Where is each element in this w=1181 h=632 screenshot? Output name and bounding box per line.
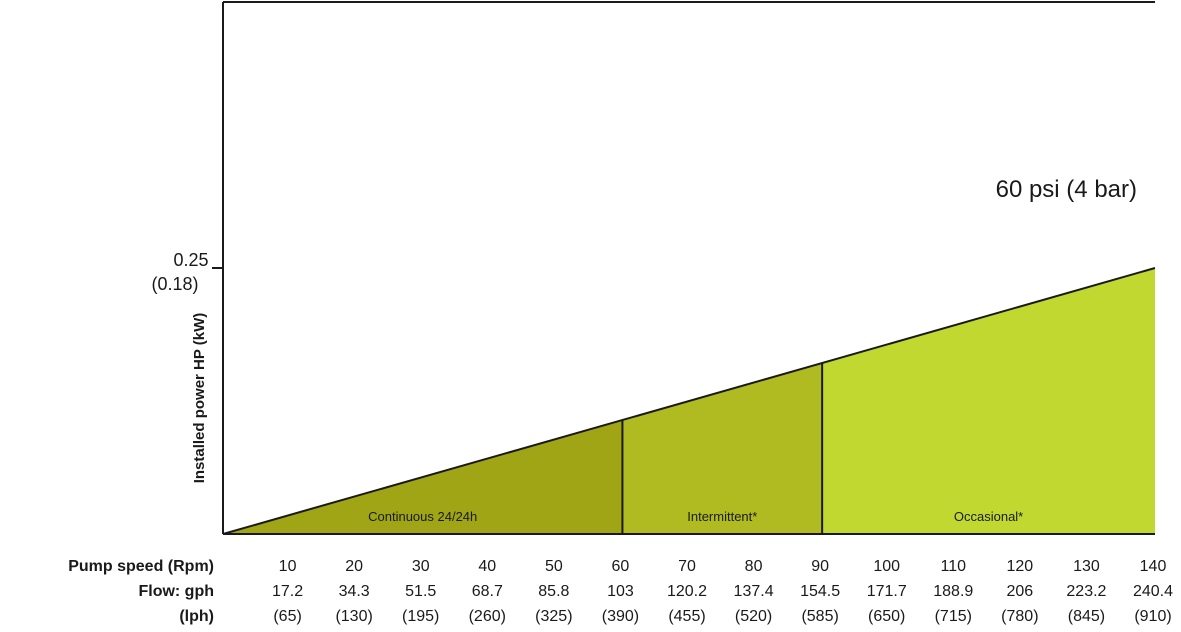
x-tick-label-r1-3: 30 [412, 558, 430, 575]
x-tick-label-r3-13: (845) [1068, 608, 1105, 625]
x-tick-label-r2-11: 188.9 [933, 583, 973, 600]
x-tick-label-r3-3: (195) [402, 608, 439, 625]
x-tick-label-r1-2: 20 [345, 558, 363, 575]
x-tick-label-r2-6: 103 [607, 583, 634, 600]
x-tick-label-r1-4: 40 [478, 558, 496, 575]
x-tick-label-r1-7: 70 [678, 558, 696, 575]
x-tick-label-r3-11: (715) [935, 608, 972, 625]
series-label: 60 psi (4 bar) [996, 176, 1137, 203]
x-tick-label-r2-3: 51.5 [405, 583, 436, 600]
x-row-label-3: (lph) [179, 608, 214, 625]
series-line [222, 267, 1156, 535]
x-tick-label-r2-14: 240.4 [1133, 583, 1173, 600]
y-tick-sublabel-1: (0.18) [151, 274, 198, 294]
x-tick-label-r1-11: 110 [941, 558, 967, 575]
x-row-label-1: Pump speed (Rpm) [68, 558, 214, 575]
x-tick-label-r2-13: 223.2 [1066, 583, 1106, 600]
y-axis: 0.25 (0.18) [151, 250, 223, 294]
x-tick-label-r3-6: (390) [602, 608, 639, 625]
x-row-label-2: Flow: gph [138, 583, 214, 600]
x-tick-label-r1-9: 90 [811, 558, 829, 575]
x-tick-label-r3-12: (780) [1001, 608, 1038, 625]
zone-labels: Continuous 24/24h Intermittent* Occasional… [368, 509, 1023, 524]
x-tick-label-r1-13: 130 [1073, 558, 1100, 575]
x-axis-row-labels: Pump speed (Rpm) Flow: gph (lph) [68, 558, 214, 625]
x-tick-label-r1-12: 120 [1007, 558, 1034, 575]
x-tick-label-r2-10: 171.7 [867, 583, 907, 600]
x-tick-label-r3-1: (65) [273, 608, 301, 625]
x-tick-label-r2-4: 68.7 [472, 583, 503, 600]
x-tick-label-r3-5: (325) [535, 608, 572, 625]
x-tick-label-r1-14: 140 [1140, 558, 1167, 575]
x-tick-label-r2-1: 17.2 [272, 583, 303, 600]
x-tick-label-r2-12: 206 [1007, 583, 1034, 600]
x-tick-label-r3-7: (455) [668, 608, 705, 625]
x-tick-label-r1-6: 60 [612, 558, 630, 575]
zone-label-1: Continuous 24/24h [368, 509, 477, 524]
x-tick-label-r1-5: 50 [545, 558, 563, 575]
x-tick-label-r1-10: 100 [873, 558, 900, 575]
x-tick-label-r2-2: 34.3 [339, 583, 370, 600]
x-tick-label-r3-8: (520) [735, 608, 772, 625]
x-tick-label-r3-2: (130) [335, 608, 372, 625]
x-tick-label-r3-14: (910) [1134, 608, 1171, 625]
x-tick-label-r2-5: 85.8 [538, 583, 569, 600]
zone-area-3 [822, 268, 1155, 534]
x-tick-label-r3-4: (260) [469, 608, 506, 625]
x-tick-label-r3-9: (585) [801, 608, 838, 625]
zone-label-2: Intermittent* [687, 509, 757, 524]
y-axis-label: Installed power HP (kW) [191, 313, 208, 484]
x-tick-label-r1-8: 80 [745, 558, 763, 575]
y-tick-label-1: 0.25 [173, 250, 208, 270]
x-tick-label-r2-7: 120.2 [667, 583, 707, 600]
x-tick-label-r1-1: 10 [279, 558, 297, 575]
x-tick-label-r3-10: (650) [868, 608, 905, 625]
zone-label-3: Occasional* [954, 509, 1023, 524]
x-tick-label-r2-8: 137.4 [734, 583, 774, 600]
x-axis-tick-labels: 10 20 30 40 50 60 70 80 90 100 110 120 130 140 17.2 34.… [272, 558, 1173, 625]
x-tick-label-r2-9: 154.5 [800, 583, 840, 600]
zone-dividers [621, 363, 824, 534]
